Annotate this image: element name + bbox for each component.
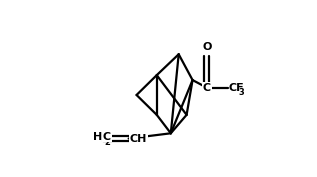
Text: CF: CF [229,83,244,93]
Text: O: O [202,42,211,52]
Text: 2: 2 [104,138,110,147]
Text: C: C [103,132,111,142]
Text: 3: 3 [239,88,245,97]
Text: H: H [93,132,102,142]
Text: C: C [203,83,211,93]
Text: CH: CH [130,134,147,144]
